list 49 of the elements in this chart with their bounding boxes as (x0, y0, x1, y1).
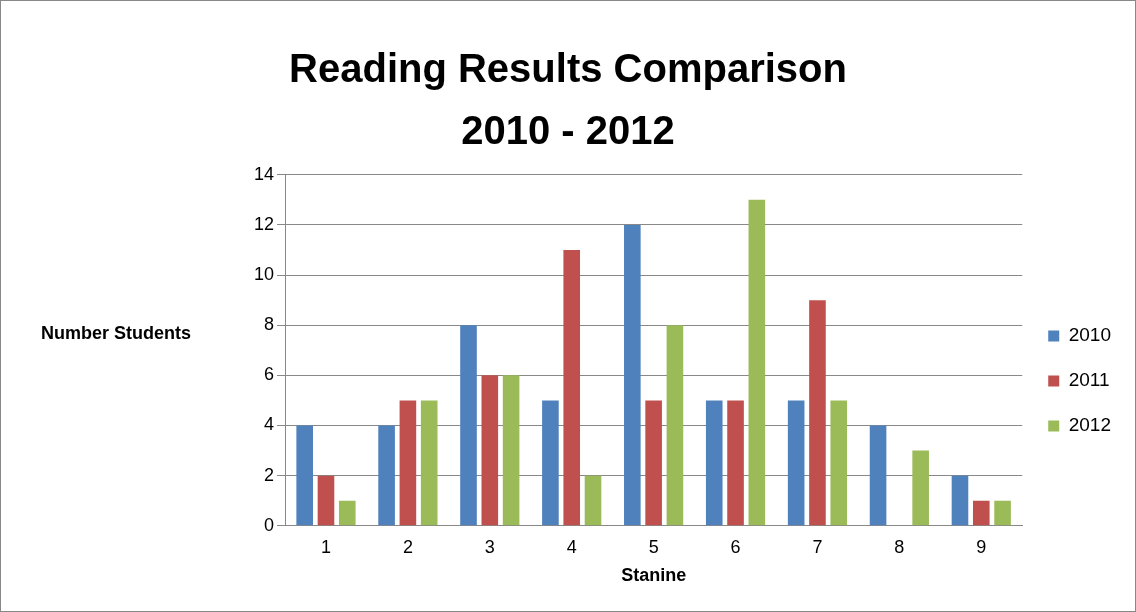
x-tick-label: 4 (566, 536, 577, 557)
legend-label: 2012 (1068, 414, 1112, 436)
bar (481, 375, 499, 526)
x-tick-label: 3 (484, 536, 495, 557)
bar (748, 199, 766, 526)
bar (296, 425, 313, 526)
legend-label: 2010 (1068, 324, 1112, 346)
x-tick-label: 6 (730, 536, 741, 557)
y-tick-label: 10 (253, 264, 275, 285)
bar (624, 224, 641, 526)
bar (645, 400, 662, 526)
x-tick-label: 1 (320, 536, 331, 557)
bar (378, 425, 395, 526)
x-axis-title: Stanine (621, 565, 687, 586)
bar (830, 400, 848, 526)
bar (502, 375, 520, 526)
bar (727, 400, 744, 526)
bar (542, 400, 559, 526)
bar (994, 500, 1011, 526)
chart-title: Reading Results Comparison 2010 - 2012 (288, 45, 848, 154)
y-tick-label: 12 (253, 213, 275, 234)
bar (338, 500, 356, 526)
bar (399, 400, 417, 526)
bar (705, 400, 723, 526)
bar (787, 400, 805, 526)
bar (460, 325, 477, 526)
bar (317, 475, 335, 526)
bar (584, 475, 602, 526)
x-tick-label: 8 (894, 536, 905, 557)
y-tick-label: 6 (264, 364, 275, 385)
bar (972, 500, 990, 526)
x-tick-label: 2 (402, 536, 413, 557)
bar (951, 475, 969, 526)
x-tick-label: 9 (976, 536, 987, 557)
bar (666, 325, 684, 526)
bar (420, 400, 438, 526)
y-tick-label: 8 (264, 314, 275, 335)
y-tick-label: 4 (264, 414, 275, 435)
bar (809, 300, 826, 526)
legend-label: 2011 (1068, 369, 1110, 391)
y-axis-title: Number Students (41, 323, 192, 344)
x-tick-label: 7 (812, 536, 823, 557)
bar (563, 250, 581, 526)
bar (869, 425, 887, 526)
y-tick-label: 2 (264, 464, 275, 485)
x-tick-label: 5 (648, 536, 659, 557)
bar (912, 450, 929, 526)
y-tick-label: 14 (253, 163, 275, 184)
y-tick-label: 0 (264, 514, 275, 535)
